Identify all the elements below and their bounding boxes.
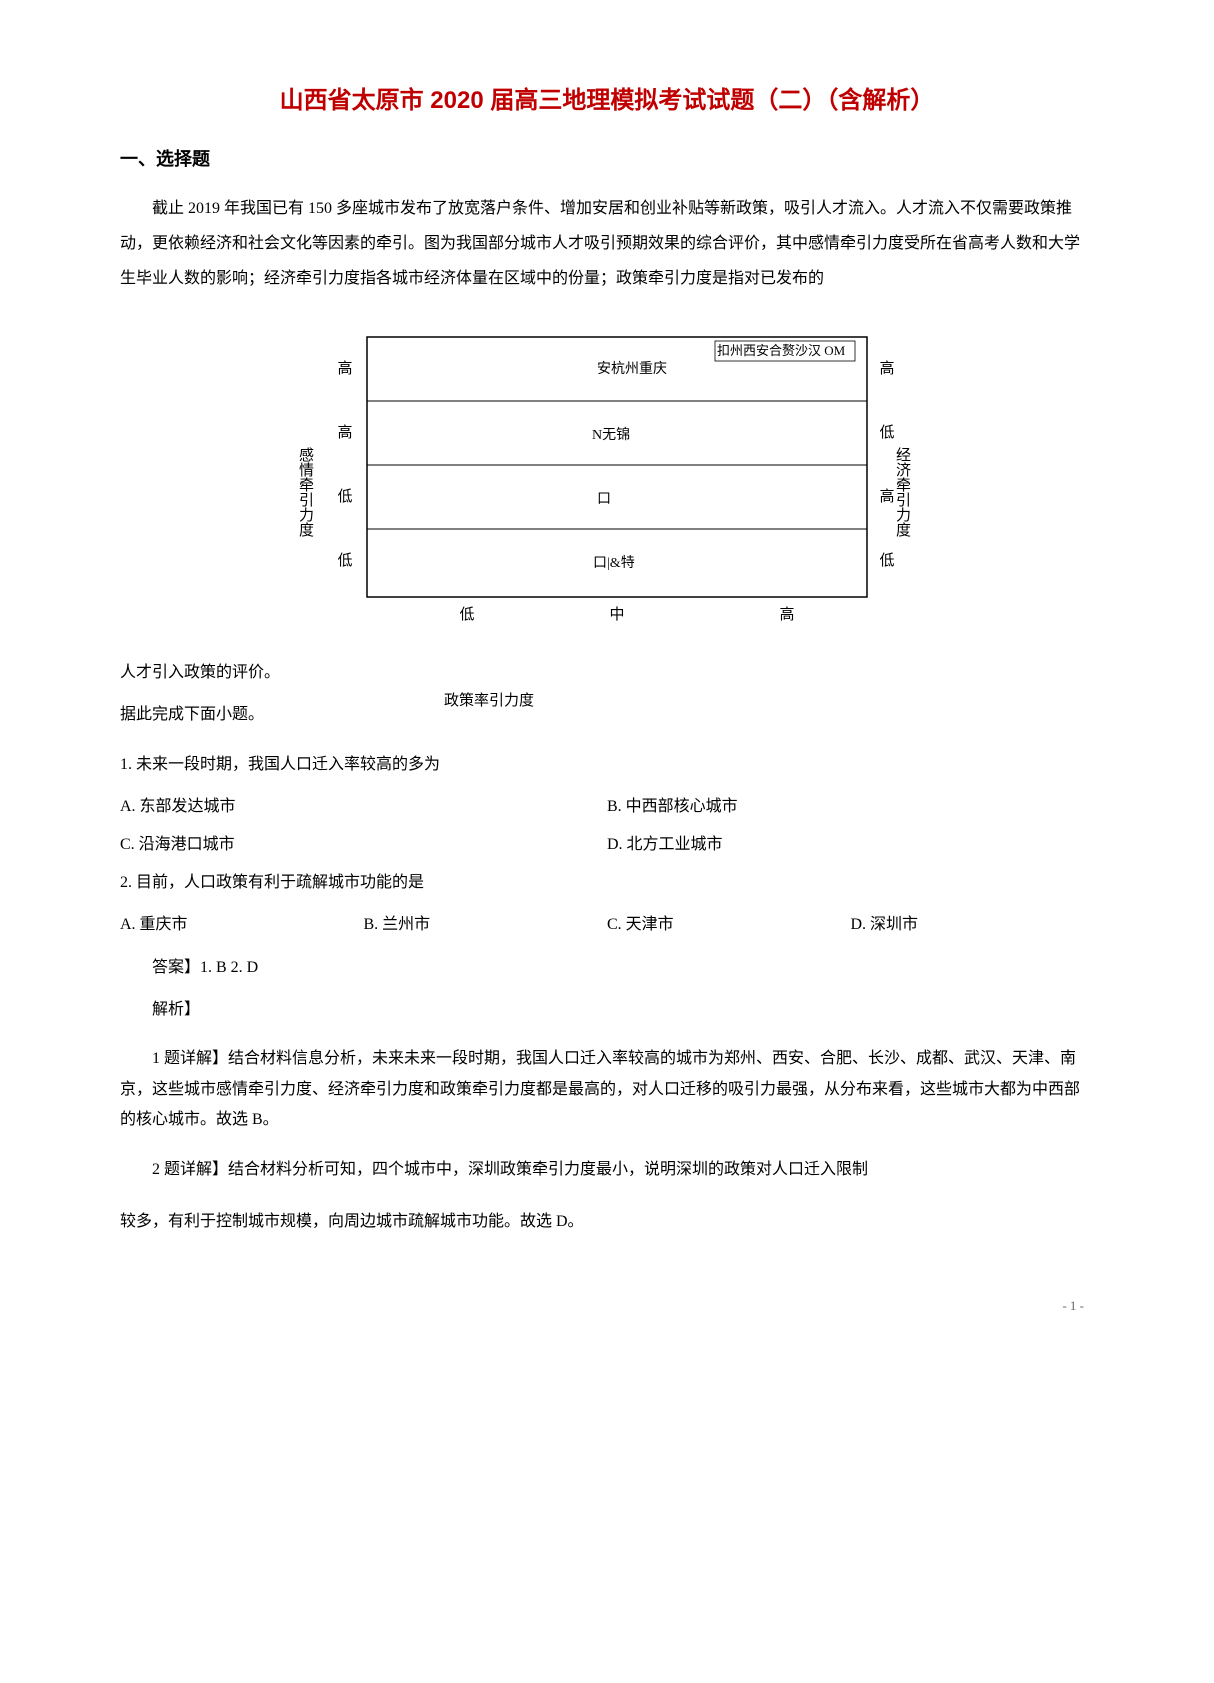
scatter-label-2: 口 bbox=[597, 492, 611, 507]
post-chart-line-2: 据此完成下面小题。 bbox=[120, 699, 264, 731]
passage-intro: 截止 2019 年我国已有 150 多座城市发布了放宽落户条件、增加安居和创业补… bbox=[120, 191, 1094, 297]
scatter-label-1: N无锦 bbox=[592, 426, 630, 443]
scatter-chart: 感情牵引力度 经济牵引力度 高 高 低 低 高 低 高 低 低 中 高 安杭州重… bbox=[297, 327, 917, 647]
q2-option-b: B. 兰州市 bbox=[364, 906, 608, 944]
x-tick-1: 中 bbox=[609, 606, 624, 623]
q1-option-c: C. 沿海港口城市 bbox=[120, 826, 607, 864]
analysis-trailing: 较多，有利于控制城市规模，向周边城市疏解城市功能。故选 D。 bbox=[120, 1206, 1094, 1238]
analysis-q2: 2 题详解】结合材料分析可知，四个城市中，深圳政策牵引力度最小，说明深圳的政策对… bbox=[120, 1155, 1094, 1185]
analysis-q1: 1 题详解】结合材料信息分析，未来未来一段时期，我国人口迁入率较高的城市为郑州、… bbox=[120, 1044, 1094, 1135]
scatter-label-0: 安杭州重庆 bbox=[597, 361, 667, 377]
section-heading: 一、选择题 bbox=[120, 145, 1094, 171]
x-tick-0: 低 bbox=[459, 606, 474, 623]
post-chart-line-1: 人才引入政策的评价。 bbox=[120, 657, 1094, 689]
right-tick-3: 低 bbox=[879, 552, 894, 569]
x-tick-2: 高 bbox=[779, 606, 794, 623]
right-axis-title: 经济牵引力度 bbox=[894, 447, 911, 537]
question-2-stem: 2. 目前，人口政策有利于疏解城市功能的是 bbox=[120, 865, 1094, 900]
analysis-label: 解析】 bbox=[152, 994, 1094, 1026]
left-tick-1: 高 bbox=[337, 424, 352, 441]
left-tick-2: 低 bbox=[337, 488, 352, 505]
q2-option-c: C. 天津市 bbox=[607, 906, 851, 944]
q1-option-d: D. 北方工业城市 bbox=[607, 826, 1094, 864]
q2-option-d: D. 深圳市 bbox=[851, 906, 1095, 944]
scatter-label-3: 口|&特 bbox=[593, 555, 635, 571]
answer-line: 答案】1. B 2. D bbox=[152, 952, 1094, 984]
right-tick-2: 高 bbox=[879, 488, 894, 505]
right-tick-1: 低 bbox=[879, 424, 894, 441]
exam-title: 山西省太原市 2020 届高三地理模拟考试试题（二）（含解析） bbox=[120, 80, 1094, 115]
right-tick-0: 高 bbox=[879, 360, 894, 377]
q1-option-a: A. 东部发达城市 bbox=[120, 788, 607, 826]
left-tick-0: 高 bbox=[337, 360, 352, 377]
analysis-q2-text: 2 题详解】结合材料分析可知，四个城市中，深圳政策牵引力度最小，说明深圳的政策对… bbox=[152, 1161, 868, 1178]
q1-option-b: B. 中西部核心城市 bbox=[607, 788, 1094, 826]
scatter-label-4: 扣州西安合赘沙汉 OM bbox=[717, 343, 846, 358]
left-tick-3: 低 bbox=[337, 552, 352, 569]
question-1-stem: 1. 未来一段时期，我国人口迁入率较高的多为 bbox=[120, 747, 1094, 782]
page-number: - 1 - bbox=[120, 1298, 1094, 1314]
q2-option-a: A. 重庆市 bbox=[120, 906, 364, 944]
chart-x-caption: 政策率引力度 bbox=[444, 689, 534, 731]
left-axis-title: 感情牵引力度 bbox=[297, 447, 314, 537]
analysis-q1-text: 1 题详解】结合材料信息分析，未来未来一段时期，我国人口迁入率较高的城市为郑州、… bbox=[120, 1050, 1080, 1128]
